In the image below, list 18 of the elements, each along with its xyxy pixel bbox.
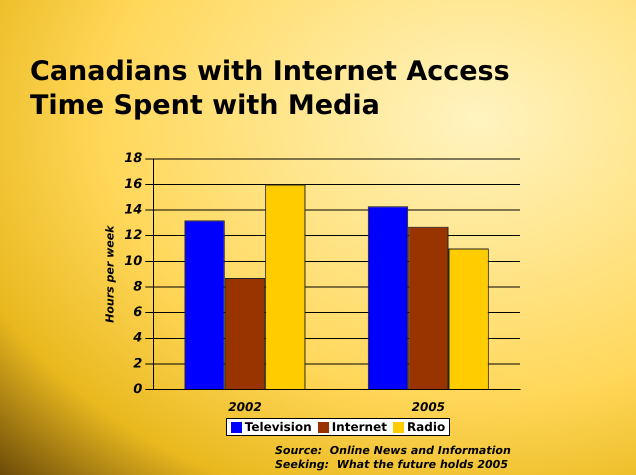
y-tick-label: 16 [124, 176, 142, 192]
y-axis-title: Hours per week [103, 224, 116, 323]
y-tick-label: 10 [124, 254, 142, 269]
y-tick-label: 14 [124, 202, 142, 218]
x-tick-label: 2002 [228, 400, 262, 414]
chart-title: Canadians with Internet Access Time Spent with Media [30, 55, 510, 123]
legend-label: Radio [406, 420, 446, 434]
x-tick-label: 2005 [412, 400, 446, 414]
y-tick-label: 12 [124, 228, 142, 244]
y-tick-label: 6 [133, 305, 142, 320]
y-tick-label: 2 [133, 356, 142, 372]
y-tick-label: 4 [132, 330, 142, 346]
y-tick-label: 8 [133, 279, 142, 294]
legend-label: Television [244, 420, 312, 434]
y-tick-label: 0 [133, 382, 142, 397]
legend-label: Internet [332, 420, 387, 434]
y-tick-label: 18 [124, 151, 142, 166]
source-note: Source: Online News and Information Seeking: What the future holds 2005 [275, 444, 511, 472]
